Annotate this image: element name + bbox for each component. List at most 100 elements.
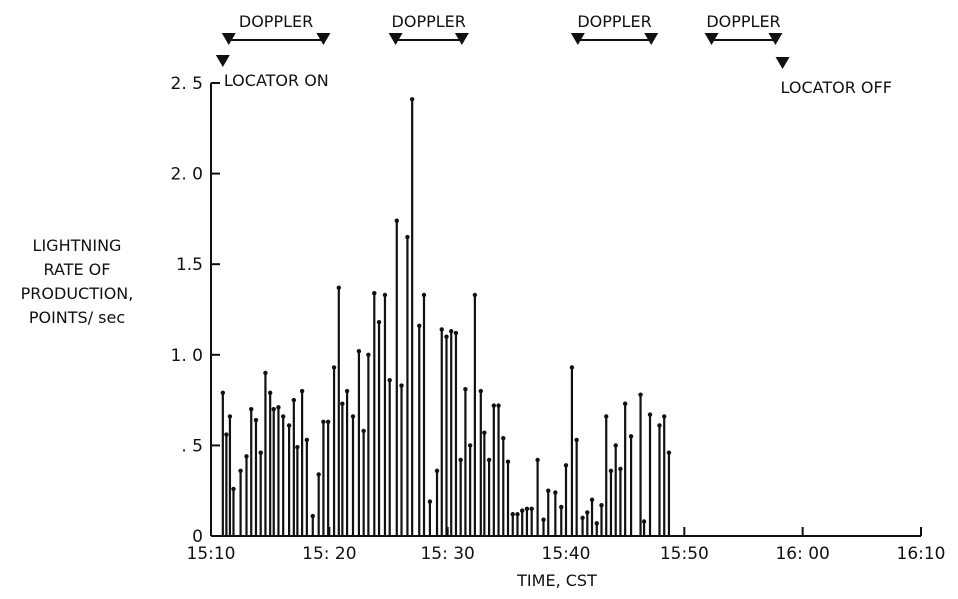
bar <box>427 499 433 536</box>
bar <box>657 423 662 536</box>
bar <box>662 414 667 536</box>
bar <box>361 428 366 536</box>
bar <box>496 403 501 536</box>
doppler-label: DOPPLER <box>706 12 780 31</box>
x-tick-label: 15: 30 <box>420 544 474 564</box>
bar-series <box>220 97 672 536</box>
bar <box>344 388 350 536</box>
doppler-label: DOPPLER <box>239 12 313 31</box>
bar <box>399 383 404 536</box>
doppler-start-marker <box>388 33 403 45</box>
doppler-period: DOPPLER <box>221 12 331 45</box>
doppler-start-marker <box>221 33 236 45</box>
doppler-end-marker <box>316 33 331 45</box>
bar <box>276 405 281 536</box>
bar <box>417 323 422 536</box>
bar <box>244 454 249 536</box>
y-tick-label: 1.5 <box>176 255 203 275</box>
y-tick-label: 2. 5 <box>171 74 203 94</box>
bar <box>444 334 449 536</box>
bar <box>546 488 551 536</box>
x-tick-label: 15: 20 <box>302 544 356 564</box>
doppler-end-marker <box>644 33 659 45</box>
bar <box>331 365 337 536</box>
y-tick-label: 1. 0 <box>171 346 203 366</box>
bar <box>220 390 226 536</box>
bar <box>325 419 331 536</box>
bar <box>622 401 628 536</box>
bar <box>589 497 595 536</box>
doppler-end-marker <box>768 33 783 45</box>
bar <box>505 459 511 536</box>
bar <box>535 457 540 536</box>
y-tick-label: 2. 0 <box>171 165 203 185</box>
doppler-period: DOPPLER <box>388 12 469 45</box>
bar <box>350 414 356 536</box>
doppler-start-marker <box>570 33 585 45</box>
bar <box>458 457 463 536</box>
bar <box>510 512 515 536</box>
bar <box>263 370 268 536</box>
y-tick-label: . 5 <box>181 436 203 456</box>
bar <box>366 352 371 536</box>
y-axis-title-line-2: RATE OF <box>44 260 111 279</box>
bar <box>382 292 388 536</box>
bar <box>520 508 525 536</box>
bar <box>478 388 483 536</box>
bar <box>224 432 229 536</box>
y-axis-title-line-3: PRODUCTION, <box>21 284 134 303</box>
doppler-label: DOPPLER <box>577 12 651 31</box>
bar <box>524 506 530 536</box>
bar <box>638 392 643 536</box>
y-axis-title-line-1: LIGHTNING <box>33 236 122 255</box>
bar <box>594 521 599 536</box>
doppler-start-marker <box>704 33 719 45</box>
bar <box>482 430 487 536</box>
bar <box>421 292 427 536</box>
bar <box>231 486 236 536</box>
bar <box>563 463 569 536</box>
bar <box>647 412 653 536</box>
x-tick-label: 16:10 <box>897 544 946 564</box>
x-tick-label: 16: 00 <box>775 544 829 564</box>
doppler-period: DOPPLER <box>704 12 783 45</box>
bar <box>613 443 618 536</box>
bar <box>491 403 497 536</box>
bar <box>463 387 468 536</box>
bar <box>449 329 454 536</box>
bar <box>310 513 315 536</box>
y-axis-title-line-4: POINTS/ sec <box>29 308 125 327</box>
doppler-label: DOPPLER <box>392 12 466 31</box>
bar <box>529 506 534 536</box>
bar <box>299 388 305 536</box>
bar <box>280 414 286 536</box>
x-tick-label: 15:40 <box>542 544 591 564</box>
bar <box>553 490 558 536</box>
bar <box>387 377 392 536</box>
bar <box>439 327 444 536</box>
tick-labels: 0 . 5 1. 0 1.5 2. 0 2. 5 15:10 15: 20 15: 30 15:4… <box>171 74 946 564</box>
bar <box>541 517 546 536</box>
bar <box>515 512 520 536</box>
bar <box>618 466 623 536</box>
bar <box>467 443 473 536</box>
bar <box>291 397 297 536</box>
bar <box>253 417 259 536</box>
locator-on-label: LOCATOR ON <box>224 71 329 90</box>
bar <box>286 423 292 536</box>
bar <box>641 519 647 536</box>
doppler-annotations: DOPPLER DOPPLER DOPPLER DOPPLER LOCATOR ON LO… <box>215 12 892 97</box>
doppler-period: DOPPLER <box>570 12 659 45</box>
bar <box>434 468 440 536</box>
bar <box>249 406 254 536</box>
bar <box>316 472 321 536</box>
bar <box>559 504 564 536</box>
bar <box>486 457 492 536</box>
doppler-end-marker <box>454 33 469 45</box>
x-tick-label: 15:50 <box>660 544 709 564</box>
locator-off-label: LOCATOR OFF <box>781 78 892 97</box>
bar <box>336 285 341 536</box>
bar <box>356 348 362 536</box>
bar <box>585 510 590 536</box>
bar <box>472 292 478 536</box>
